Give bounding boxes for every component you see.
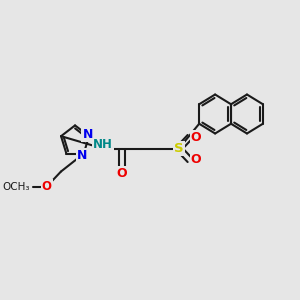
Text: O: O <box>42 180 52 193</box>
Text: O: O <box>190 130 201 144</box>
Text: O: O <box>190 153 201 167</box>
Text: S: S <box>174 142 184 155</box>
Text: N: N <box>82 128 93 141</box>
Text: OCH₃: OCH₃ <box>2 182 30 192</box>
Text: NH: NH <box>93 137 113 151</box>
Text: N: N <box>77 148 88 162</box>
Text: O: O <box>117 167 127 180</box>
